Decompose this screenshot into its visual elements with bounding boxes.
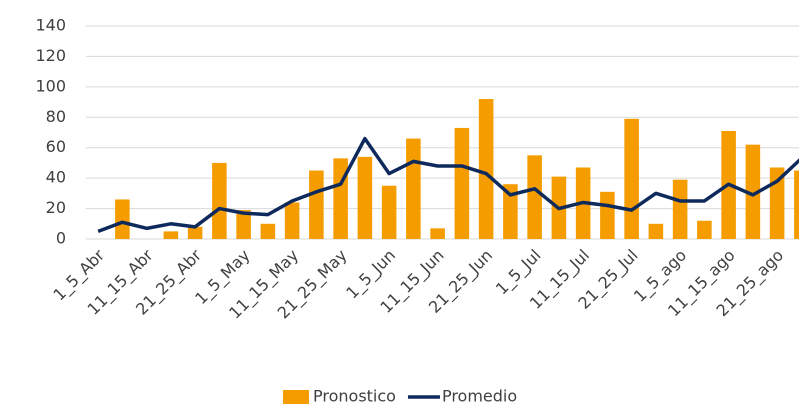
bar [115,199,130,239]
bar [333,158,348,239]
bar [454,127,470,239]
bar [381,185,397,239]
bar [672,179,688,239]
legend-swatch [283,390,309,404]
y-tick-label: 140 [35,16,66,35]
y-tick-label: 120 [35,46,66,65]
y-tick-label: 40 [46,168,66,187]
bar [648,223,664,239]
bar [260,223,276,239]
bar [187,226,203,239]
bar [478,99,494,240]
line [97,136,799,234]
bar [745,144,761,239]
bar [284,202,300,239]
bar [236,210,251,239]
y-tick-label: 0 [56,229,66,248]
legend-label: Pronostico [313,387,396,406]
bar [163,231,179,239]
bar [357,156,373,239]
bar [624,118,639,239]
bar [527,155,542,239]
bar [503,184,518,239]
bar [600,191,615,239]
bar [309,170,324,239]
bar [406,138,421,239]
bar [769,167,785,239]
bar [430,228,445,239]
bar [697,220,712,239]
legend-label: Promedio [442,387,517,406]
y-tick-label: 60 [46,137,66,156]
y-tick-label: 20 [46,198,66,217]
y-tick-label: 80 [46,107,66,126]
y-tick-label: 100 [35,76,66,95]
bar [794,170,799,239]
bar [212,162,227,239]
